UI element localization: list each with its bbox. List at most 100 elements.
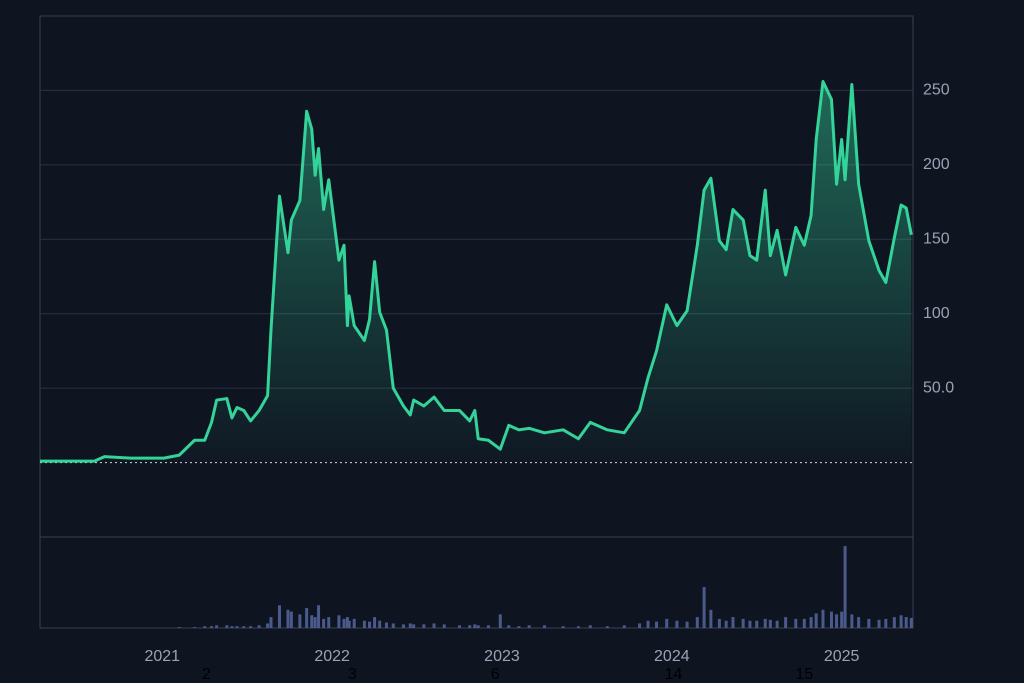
volume-bar: [345, 617, 349, 628]
volume-bar: [412, 624, 416, 628]
volume-bar: [675, 620, 679, 628]
volume-bar: [269, 617, 273, 628]
volume-bar: [257, 625, 261, 628]
volume-bar: [277, 605, 281, 628]
annotation: 2: [202, 666, 211, 683]
volume-bar: [378, 620, 382, 628]
volume-bar: [367, 621, 371, 628]
volume-bar: [775, 620, 779, 628]
volume-bar: [695, 617, 699, 628]
volume-bar: [884, 618, 888, 628]
volume-bar: [731, 617, 735, 628]
volume-bar: [748, 620, 752, 628]
volume-bar: [249, 626, 253, 628]
volume-bar: [401, 624, 405, 628]
volume-bar: [867, 618, 871, 628]
x-tick-label: 2022: [314, 648, 350, 665]
volume-bar: [794, 618, 798, 628]
volume-bar: [517, 626, 521, 628]
volume-bar: [422, 624, 426, 628]
volume-bar: [225, 625, 229, 628]
volume-bar: [843, 546, 847, 628]
y-tick-label: 200: [923, 156, 950, 173]
volume-bar: [576, 626, 580, 628]
volume-bar: [298, 614, 302, 628]
volume-bar: [289, 611, 293, 628]
volume-bar: [741, 618, 745, 628]
volume-bar: [561, 626, 565, 628]
volume-bar: [857, 617, 861, 628]
volume-bar: [476, 625, 480, 628]
volume-bar: [850, 614, 854, 628]
volume-bar: [899, 615, 903, 628]
volume-bar: [527, 625, 531, 628]
volume-bar: [724, 620, 728, 628]
volume-bar: [486, 625, 490, 628]
volume-bar: [702, 587, 706, 628]
volume-bar: [784, 617, 788, 628]
volume-bar: [342, 618, 346, 628]
annotation: 15: [795, 666, 813, 683]
volume-bar: [442, 624, 446, 628]
volume-bar: [305, 607, 309, 628]
volume-bar: [317, 605, 321, 628]
volume-bar: [337, 615, 341, 628]
volume-bar: [215, 625, 219, 628]
plot-frame: [39, 15, 914, 629]
volume-bar: [473, 624, 477, 628]
volume-bar: [809, 617, 813, 628]
volume-bar: [507, 625, 511, 628]
volume-bar: [622, 625, 626, 628]
volume-bar: [840, 611, 844, 628]
volume-bar: [352, 618, 356, 628]
annotation: 6: [491, 666, 500, 683]
x-tick-label: 2025: [824, 648, 860, 665]
volume-bar: [638, 623, 642, 628]
y-tick-label: 150: [923, 231, 950, 248]
volume-bar: [835, 614, 839, 628]
volume-bar: [242, 626, 246, 628]
volume-bar: [391, 623, 395, 628]
volume-bar: [362, 620, 366, 628]
volume-bar: [646, 620, 650, 628]
annotation: 14: [665, 666, 683, 683]
volume-bar: [230, 626, 234, 628]
volume-bar: [685, 621, 689, 628]
volume-bar: [266, 623, 270, 628]
x-tick-label: 2021: [144, 648, 180, 665]
x-tick-label: 2024: [654, 648, 690, 665]
volume-bar: [286, 609, 290, 628]
volume-bar: [322, 618, 326, 628]
volume-bar: [877, 619, 881, 628]
volume-bar: [408, 623, 412, 628]
volume-bar: [432, 623, 436, 628]
volume-bar: [203, 626, 207, 628]
volume-bar: [468, 625, 472, 628]
volume-bar: [892, 617, 896, 628]
volume-bar: [458, 625, 462, 628]
volume-bar: [313, 617, 317, 628]
volume-bar: [327, 617, 331, 628]
volume-bar: [235, 626, 239, 628]
volume-bar: [605, 626, 609, 628]
volume-bar: [802, 618, 806, 628]
annotation: 3: [348, 666, 357, 683]
y-tick-label: 50.0: [923, 379, 954, 396]
volume-bar: [768, 619, 772, 628]
volume-bar: [310, 615, 314, 628]
volume-bar: [655, 621, 659, 628]
area-fill: [40, 81, 912, 463]
y-tick-label: 250: [923, 82, 950, 99]
volume-bar: [829, 611, 833, 628]
volume-bar: [177, 627, 181, 628]
volume-bar: [542, 625, 546, 628]
volume-bar: [717, 618, 721, 628]
volume-bar: [763, 618, 767, 628]
price-line: [40, 79, 913, 463]
y-tick-label: 100: [923, 305, 950, 322]
volume-bar: [193, 627, 197, 628]
volume-bar: [384, 622, 388, 628]
volume-bar: [347, 620, 351, 628]
volume-bar: [498, 614, 502, 628]
